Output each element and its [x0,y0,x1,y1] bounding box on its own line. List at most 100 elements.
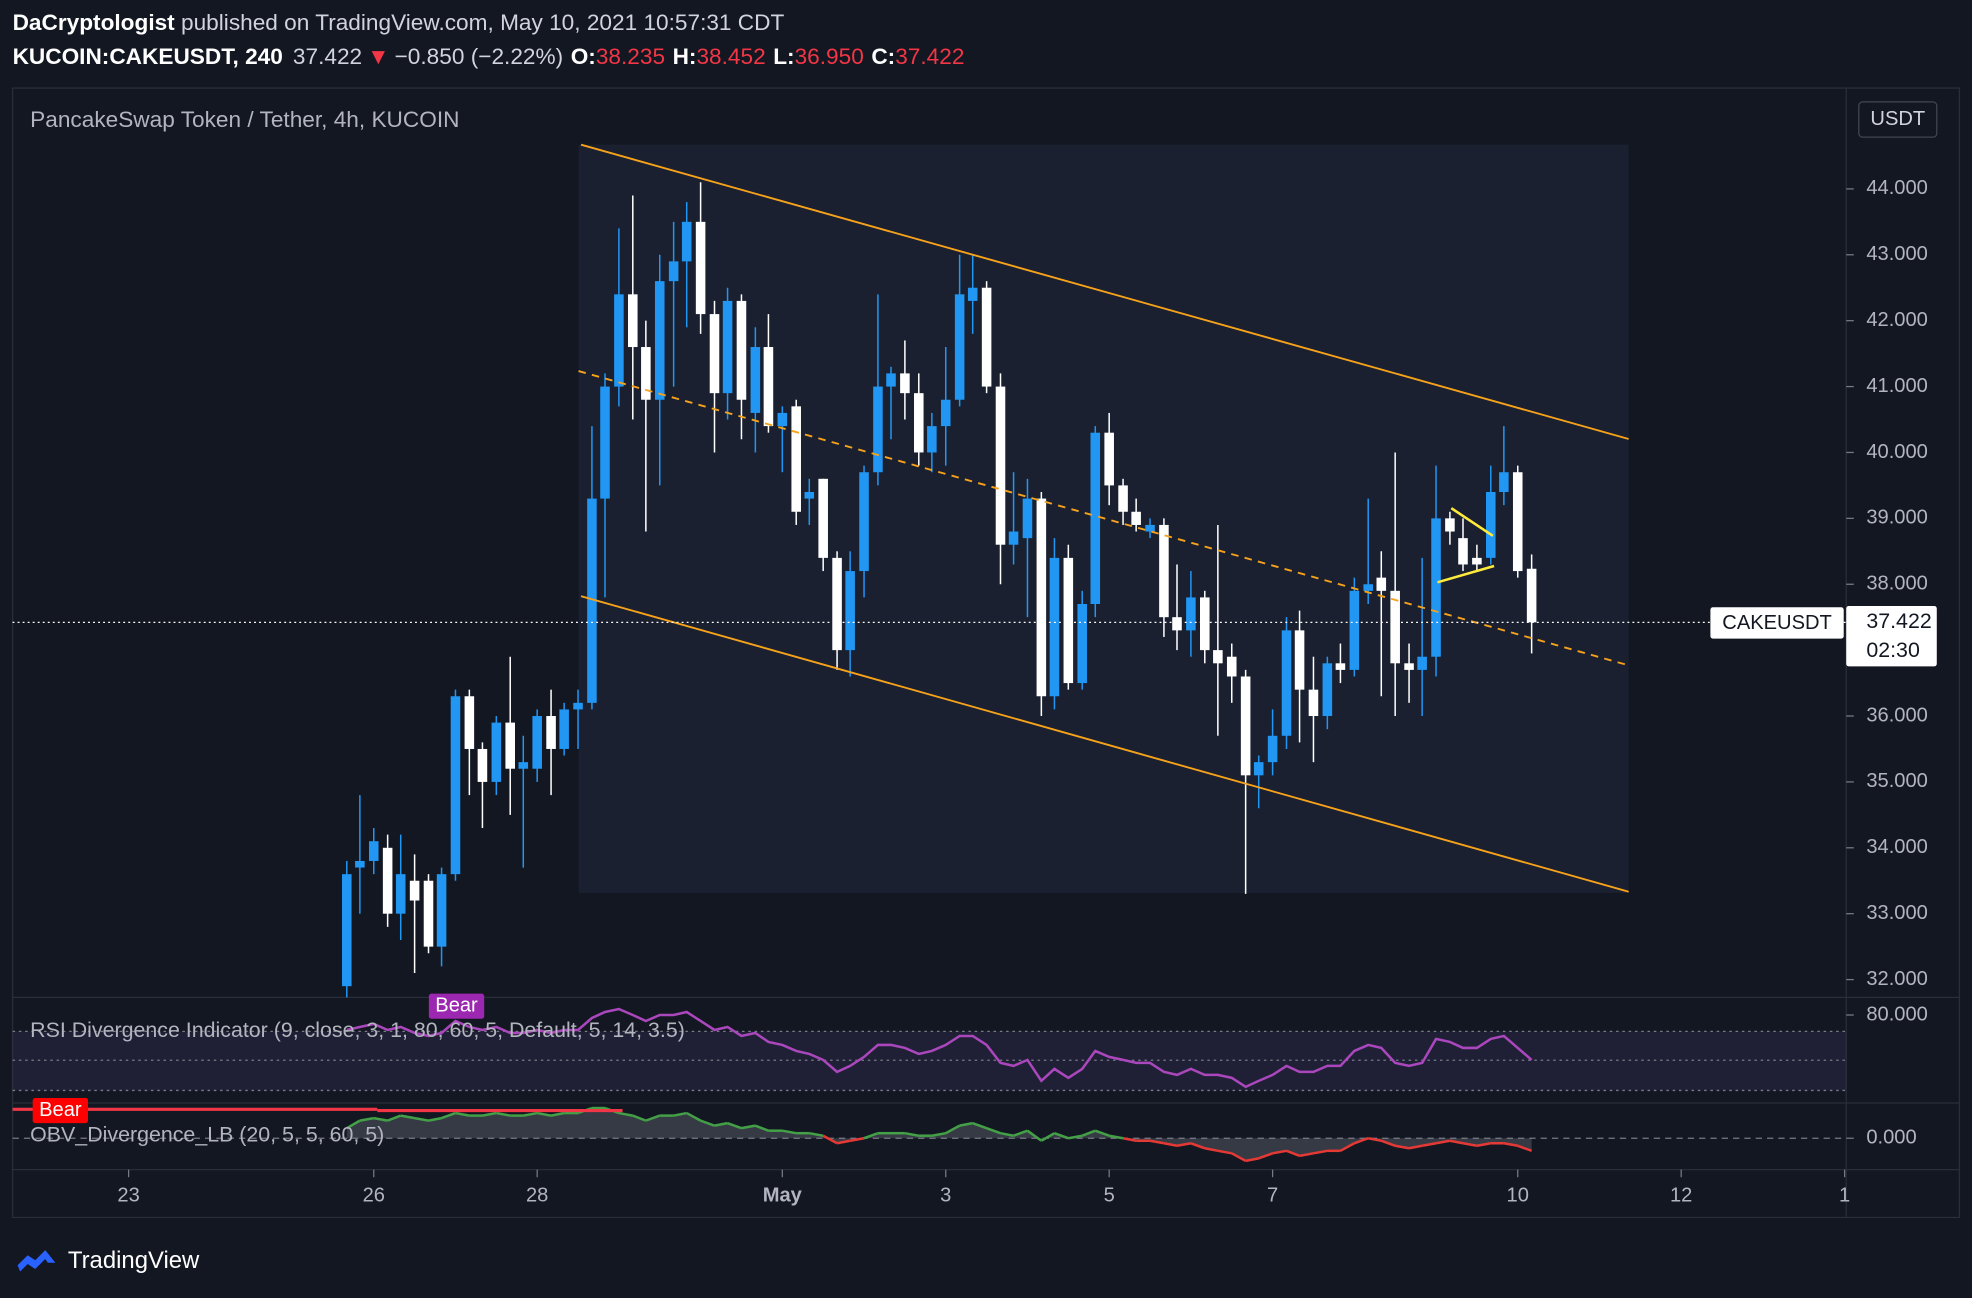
candle-body [1404,663,1414,670]
candle-body [355,860,365,868]
obv-segment [1013,1129,1028,1137]
candle-body [1077,604,1087,684]
x-tick-label: 3 [940,1184,951,1206]
obv-segment [482,1111,497,1117]
bear-label-box [32,1097,89,1124]
x-tick-label: 12 [1670,1184,1692,1206]
obv-segment [1435,1139,1451,1145]
candle-body [954,294,965,400]
obv-segment [1299,1152,1314,1158]
x-tick-label: 10 [1507,1184,1529,1206]
obv-segment [727,1121,742,1130]
y-tick-label: 41.000 [1866,375,1928,397]
obv-segment [931,1131,946,1137]
obv-segment [741,1124,756,1130]
obv-segment [1163,1142,1178,1148]
y-tick-label: 36.000 [1866,704,1928,726]
candle-body [1213,650,1223,664]
obv-segment [1000,1131,1014,1137]
candle-body [967,287,978,301]
candle-body [505,722,515,769]
obv-segment [1258,1152,1274,1160]
candle-body [1294,630,1305,690]
obv-segment [673,1111,687,1117]
currency-box [1858,101,1938,138]
candle-body [1267,735,1278,763]
candle-body [859,472,869,572]
candle-body [1472,557,1482,565]
arrow: ▼ [367,44,389,69]
obv-segment [945,1124,961,1135]
candle-body [1390,590,1400,664]
obv-segment [1313,1149,1328,1155]
obv-segment [1040,1132,1056,1142]
candle-body [1512,472,1523,572]
obv-segment [536,1111,552,1117]
l-label: L: [773,44,794,69]
candle-body [1036,498,1047,697]
obv-segment [1353,1137,1369,1145]
candle-body [654,281,665,400]
candle-body [981,287,992,387]
obv-segment [523,1111,538,1117]
o-value: 38.235 [596,44,665,69]
candle-body [436,874,447,947]
logo-icon [17,1250,56,1272]
channel-upper [580,143,1629,440]
obv-segment [346,1119,361,1130]
obv-segment [836,1139,851,1145]
obv-segment [1408,1144,1423,1150]
candle-body [832,557,842,651]
candle-body [1200,597,1210,651]
obv-segment [809,1131,824,1137]
obv-segment [1149,1139,1165,1145]
change: −0.850 (−2.22%) [395,44,564,69]
candle-body [464,696,475,749]
obv-segment [904,1131,920,1137]
candle-body [1445,518,1455,532]
candles [342,182,1537,998]
obv-segment [387,1114,402,1122]
candle-body [1118,485,1128,512]
obv-segment [1476,1142,1492,1148]
candle-body [368,841,379,861]
obv-segment [414,1116,429,1122]
candle-body [695,221,706,315]
obv-segment [1026,1129,1043,1142]
obv-segment [441,1111,456,1120]
bear-label: Bear [435,994,478,1016]
candle-body [722,300,733,394]
candle-body [1499,472,1509,492]
y-tick-label: 35.000 [1866,770,1928,792]
rsi-line [346,1007,1533,1089]
candle-body [1186,597,1196,631]
publish-line: DaCryptologist published on TradingView.c… [13,10,785,35]
price-tag [1846,605,1937,667]
candle-body [587,498,597,703]
obv-segment [1394,1144,1410,1150]
candle-body [750,347,761,413]
symbol-line: KUCOIN:CAKEUSDT, 240 37.422 ▼ −0.850 (−2.22… [13,44,965,69]
candle-body [1376,577,1387,591]
candle-body [1008,531,1019,545]
obv-segment [1081,1129,1096,1137]
candle-body [940,399,951,427]
obv-segment [1339,1142,1355,1152]
y-tick-label: 38.000 [1866,573,1928,595]
candle-body [736,300,747,400]
candle-body [900,373,910,394]
y-tick-label: 44.000 [1866,177,1928,199]
channel-lower [580,595,1629,893]
candle-body [927,426,937,453]
pane-title: PancakeSwap Token / Tether, 4h, KUCOIN [30,107,459,132]
obv-segment [714,1121,728,1127]
obv-segment [700,1119,715,1127]
obv-segment [1190,1142,1206,1150]
obv-segment [1204,1147,1219,1153]
candle-body [818,478,828,558]
l-value: 36.950 [795,44,864,69]
symbol: KUCOIN:CAKEUSDT, 240 [13,44,283,69]
x-tick-label: May [763,1184,803,1206]
